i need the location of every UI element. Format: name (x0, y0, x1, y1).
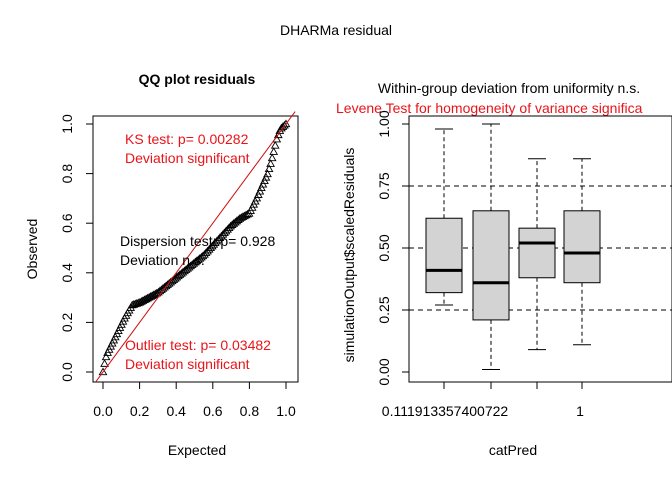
qq-point (267, 153, 277, 162)
qq-point (193, 255, 203, 263)
qq-y-tick-label: 0.4 (59, 263, 75, 283)
box-iqr (563, 210, 601, 284)
qq-point (155, 286, 165, 295)
qq-y-tick-label: 0.8 (59, 164, 75, 184)
qq-point (264, 164, 274, 173)
qq-point (189, 258, 199, 267)
qq-point (190, 257, 200, 266)
box-x-tick-label: 0.111913357400722 (382, 403, 509, 419)
qq-x-tick-label: 1.0 (276, 403, 296, 419)
qq-y-tick-label: 0.6 (59, 213, 75, 233)
ks-test-deviation: Deviation significant (125, 150, 250, 166)
qq-point (177, 269, 186, 277)
qq-point (170, 274, 180, 282)
qq-y-tick-label: 1.0 (59, 114, 75, 134)
qq-point (164, 279, 174, 287)
qq-point (230, 217, 240, 226)
qq-point (186, 261, 196, 270)
qq-point (181, 265, 191, 273)
qq-x-tick-label: 0.4 (166, 403, 186, 419)
qq-y-label: Observed (24, 219, 40, 280)
qq-plot-box (92, 115, 299, 383)
box-y-label: simulationOutput$scaledResiduals (341, 148, 357, 363)
qq-point (269, 147, 279, 155)
box-y-tick-label: 0.25 (376, 296, 392, 323)
qq-point (273, 130, 283, 139)
qq-point (163, 280, 172, 288)
qq-point (281, 119, 291, 128)
ks-test-label: KS test: p= 0.00282 (125, 131, 249, 147)
qq-y-tick-label: 0.0 (59, 362, 75, 382)
qq-point (175, 270, 185, 278)
qq-point (100, 359, 109, 367)
box-title-line-2: Levene Test for homogeneity of variance … (336, 100, 643, 116)
qq-panel: QQ plot residuals 0.0 0.2 0.4 0.6 0.8 1.0 0.0 0… (24, 71, 299, 458)
qq-point (195, 253, 205, 262)
box-x-label: catPred (489, 442, 537, 458)
qq-point (180, 266, 189, 275)
box-y-tick-label: 0.50 (376, 234, 392, 261)
qq-point (166, 277, 176, 286)
qq-reference-line (95, 111, 296, 383)
box-x-tick-label: 1 (576, 403, 584, 419)
qq-title: QQ plot residuals (139, 71, 256, 87)
qq-point (229, 219, 239, 227)
box-title-line-1: Within-group deviation from uniformity n… (378, 80, 640, 96)
box-iqr (472, 210, 510, 321)
dispersion-test-label: Dispersion test: p= 0.928 (120, 233, 275, 249)
qq-point (153, 287, 163, 296)
box-y-tick-label: 0.75 (376, 172, 392, 199)
qq-y-tick-label: 0.2 (59, 312, 75, 332)
qq-x-tick-label: 0.2 (130, 403, 150, 419)
qq-point (172, 272, 182, 281)
outlier-test-deviation: Deviation significant (125, 356, 250, 372)
qq-point (266, 159, 275, 167)
qq-point (263, 169, 272, 178)
qq-point (226, 221, 236, 230)
qq-point (178, 267, 188, 276)
qq-point (101, 352, 111, 361)
qq-point (184, 262, 194, 271)
box-iqr (425, 217, 463, 294)
qq-point (183, 263, 192, 272)
qq-point (227, 220, 237, 228)
box-plot-box (408, 115, 672, 383)
qq-point (173, 271, 183, 280)
qq-point (187, 260, 197, 268)
box-panel: Within-group deviation from uniformity n… (336, 80, 672, 458)
qq-x-tick-label: 0.6 (203, 403, 223, 419)
qq-point (241, 210, 251, 219)
qq-x-tick-label: 0.0 (93, 403, 113, 419)
qq-x-tick-label: 0.8 (240, 403, 260, 419)
qq-point (98, 367, 108, 376)
dispersion-test-deviation: Deviation n.s. (120, 252, 205, 268)
qq-point (280, 120, 289, 129)
box-y-tick-label: 0.00 (376, 358, 392, 385)
qq-point (270, 140, 280, 149)
box-iqr (518, 227, 556, 279)
qq-point (192, 256, 202, 265)
page-title: DHARMa residual (280, 22, 392, 38)
box-y-tick-label: 1.00 (376, 110, 392, 137)
qq-point (161, 281, 171, 290)
outlier-test-label: Outlier test: p= 0.03482 (125, 337, 271, 353)
qq-x-label: Expected (168, 442, 226, 458)
